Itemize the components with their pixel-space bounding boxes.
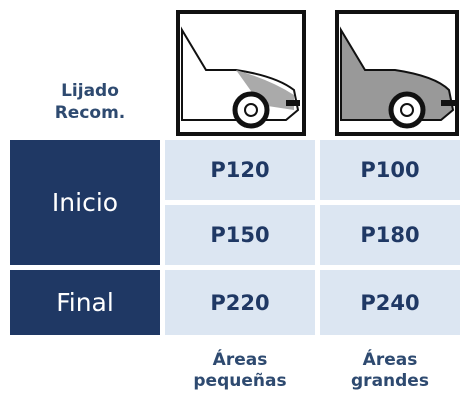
- group-label: Inicio: [10, 140, 160, 265]
- footer-label: Áreas grandes: [320, 345, 460, 397]
- footer-line: Áreas: [212, 349, 268, 370]
- car-icon-large: [335, 10, 459, 136]
- header-line: Recom.: [54, 102, 126, 123]
- header-label: Lijado Recom.: [30, 75, 150, 130]
- grit-cell: P220: [165, 270, 315, 335]
- grit-cell: P120: [165, 140, 315, 200]
- car-icon-small: [176, 10, 306, 136]
- footer-line: pequeñas: [193, 371, 287, 391]
- group-label: Final: [10, 270, 160, 335]
- footer-line: grandes: [351, 371, 429, 391]
- grit-cell: P100: [320, 140, 460, 200]
- grit-cell: P150: [165, 205, 315, 265]
- footer-line: Áreas: [362, 349, 418, 370]
- grit-cell: P240: [320, 270, 460, 335]
- header-line: Lijado: [61, 81, 119, 102]
- footer-label: Áreas pequeñas: [165, 345, 315, 397]
- grit-cell: P180: [320, 205, 460, 265]
